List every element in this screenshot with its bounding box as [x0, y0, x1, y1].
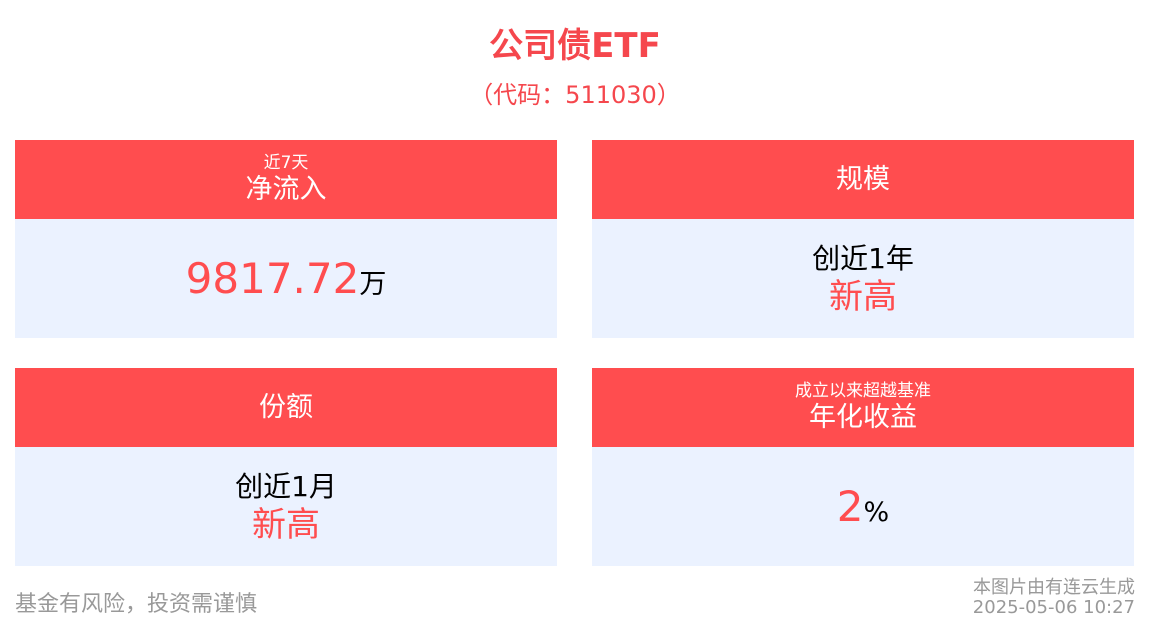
card-line2: 新高: [252, 504, 320, 545]
unit: 万: [359, 269, 387, 300]
annual-return-value: 2: [836, 482, 864, 531]
card-label-small: 近7天: [263, 152, 309, 173]
card-scale: 规模 创近1年 新高: [592, 140, 1134, 338]
credit-text: 本图片由有连云生成: [973, 577, 1135, 598]
card-label-small: 成立以来超越基准: [795, 380, 931, 401]
timestamp: 2025-05-06 10:27: [972, 597, 1135, 618]
card-annual-return: 成立以来超越基准 年化收益 2%: [592, 368, 1134, 566]
unit: %: [863, 497, 890, 528]
credit: 本图片由有连云生成 2025-05-06 10:27: [973, 578, 1135, 618]
card-label: 规模: [836, 163, 890, 195]
card-shares: 份额 创近1月 新高: [15, 368, 557, 566]
card-header: 成立以来超越基准 年化收益: [592, 368, 1134, 447]
card-line1: 创近1年: [812, 241, 914, 275]
card-header: 规模: [592, 140, 1134, 219]
risk-disclaimer: 基金有风险，投资需谨慎: [15, 592, 258, 617]
card-body: 创近1月 新高: [15, 447, 557, 566]
card-label: 份额: [259, 391, 313, 423]
card-body: 2%: [592, 447, 1134, 566]
card-line1: 创近1月: [235, 469, 337, 503]
card-line2: 新高: [829, 276, 897, 317]
page-title: 公司债ETF: [489, 26, 661, 66]
card-label: 年化收益: [809, 401, 917, 433]
fund-code: （代码：511030）: [469, 81, 681, 109]
card-label: 净流入: [245, 173, 327, 205]
net-inflow-value: 9817.72: [185, 254, 360, 303]
card-header: 近7天 净流入: [15, 140, 557, 219]
card-net-inflow: 近7天 净流入 9817.72万: [15, 140, 557, 338]
card-body: 创近1年 新高: [592, 219, 1134, 338]
card-header: 份额: [15, 368, 557, 447]
card-body: 9817.72万: [15, 219, 557, 338]
